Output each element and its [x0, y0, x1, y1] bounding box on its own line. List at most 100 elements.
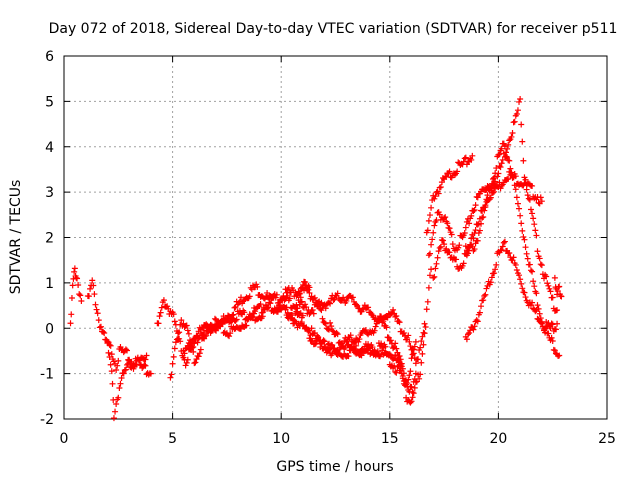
series-arc-1 — [67, 265, 85, 327]
data-point — [473, 317, 480, 324]
data-point — [168, 371, 175, 378]
data-point — [519, 285, 526, 292]
data-point — [409, 389, 416, 396]
data-point — [431, 222, 438, 229]
data-point — [501, 143, 508, 150]
data-point — [556, 283, 563, 290]
data-point — [424, 298, 431, 305]
data-point — [420, 341, 427, 348]
data-point — [369, 344, 376, 351]
data-point — [483, 196, 490, 203]
y-tick-label: 5 — [45, 94, 54, 110]
data-point — [521, 236, 528, 243]
data-point — [157, 309, 164, 316]
data-point — [529, 268, 536, 275]
data-point — [375, 318, 382, 325]
data-point — [498, 145, 505, 152]
data-point — [410, 378, 417, 385]
data-point — [549, 294, 556, 301]
data-point — [110, 415, 117, 422]
data-point — [170, 353, 177, 360]
data-point — [537, 261, 544, 268]
data-point — [468, 156, 475, 163]
data-point — [104, 338, 111, 345]
data-point — [390, 306, 397, 313]
data-point — [470, 207, 477, 214]
data-point — [411, 375, 418, 382]
data-point — [412, 360, 419, 367]
data-point — [552, 326, 559, 333]
data-point — [105, 339, 112, 346]
data-point — [441, 215, 448, 222]
data-point — [489, 189, 496, 196]
data-point — [316, 302, 323, 309]
data-point — [464, 250, 471, 257]
data-point — [513, 194, 520, 201]
data-point — [474, 221, 481, 228]
data-point — [123, 347, 130, 354]
data-point — [535, 199, 542, 206]
data-point — [322, 320, 329, 327]
data-point — [106, 341, 113, 348]
y-tick-label: 1 — [45, 276, 54, 292]
data-point — [534, 248, 541, 255]
data-point — [229, 312, 236, 319]
data-point — [328, 323, 335, 330]
data-point — [432, 265, 439, 272]
data-point — [478, 220, 485, 227]
data-point — [365, 304, 372, 311]
data-point — [479, 214, 486, 221]
data-point — [356, 336, 363, 343]
data-point — [499, 243, 506, 250]
data-point — [419, 333, 426, 340]
data-point — [393, 312, 400, 319]
data-point — [171, 345, 178, 352]
data-point — [115, 357, 122, 364]
data-point — [431, 195, 438, 202]
data-point — [96, 324, 103, 331]
data-point — [512, 186, 519, 193]
data-point — [487, 185, 494, 192]
data-point — [426, 272, 433, 279]
data-point — [203, 332, 210, 339]
data-point — [495, 151, 502, 158]
data-point — [184, 356, 191, 363]
data-point — [176, 329, 183, 336]
data-point — [518, 220, 525, 227]
data-point — [202, 322, 209, 329]
data-point — [428, 204, 435, 211]
data-point — [415, 356, 422, 363]
data-point — [107, 342, 114, 349]
data-point — [530, 278, 537, 285]
data-point — [492, 266, 499, 273]
y-tick-label: 3 — [45, 185, 54, 201]
data-point — [421, 330, 428, 337]
data-point — [390, 356, 397, 363]
data-point — [434, 254, 441, 261]
data-point — [107, 361, 114, 368]
data-point — [476, 227, 483, 234]
data-point — [417, 371, 424, 378]
data-point — [461, 155, 468, 162]
data-point — [510, 254, 517, 261]
data-point — [200, 325, 207, 332]
data-point — [491, 270, 498, 277]
data-point — [478, 303, 485, 310]
data-point — [547, 288, 554, 295]
data-point — [426, 212, 433, 219]
data-point — [406, 338, 413, 345]
data-point — [510, 119, 517, 126]
data-point — [435, 248, 442, 255]
data-point — [249, 313, 256, 320]
data-point — [428, 266, 435, 273]
data-point — [327, 300, 334, 307]
data-point — [116, 385, 123, 392]
series-arc-3 — [104, 338, 154, 422]
data-point — [511, 118, 518, 125]
data-point — [270, 294, 277, 301]
data-point — [425, 284, 432, 291]
data-point — [74, 275, 81, 282]
data-point — [67, 320, 74, 327]
data-point — [409, 394, 416, 401]
